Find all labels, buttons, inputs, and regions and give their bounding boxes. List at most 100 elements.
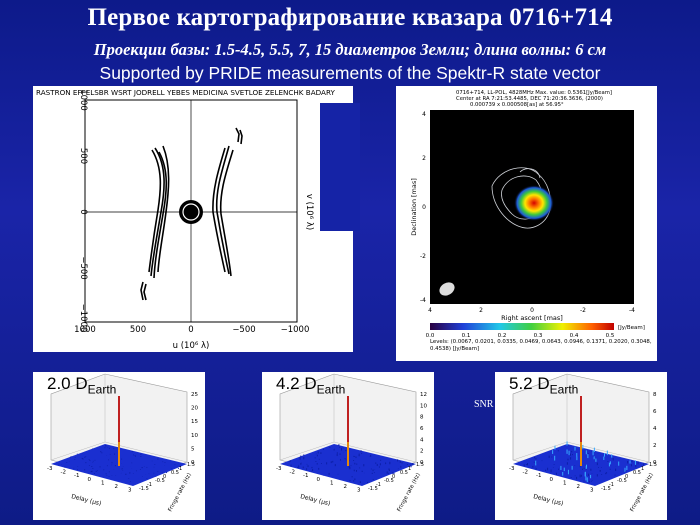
fringe-x-tick: 1 <box>330 480 334 486</box>
fringe-y-label: Fringe rate (Hz) <box>629 472 654 513</box>
fringe-x-label: Delay (μs) <box>71 493 103 507</box>
map-x-tick: -2 <box>580 307 586 314</box>
uv-track <box>150 147 165 277</box>
fringe-y-tick: -1.5 <box>139 486 149 492</box>
fringe-plot-label: 4.2 DEarth <box>276 374 346 397</box>
colorbar-tick: 0.0 <box>426 333 435 339</box>
fringe-y-tick: 1 <box>179 466 182 472</box>
uv-y-tick: 1000 <box>78 89 88 111</box>
fringe-x-tick: -3 <box>509 466 515 472</box>
quasar-map-plot: 0716+714, LL-POL, 4828MHz Max. value: 0.… <box>396 86 657 361</box>
map-y-tick: 2 <box>422 155 426 162</box>
fringe-y-tick: 0.5 <box>171 470 179 476</box>
uv-x-label: u (10⁶ λ) <box>173 341 210 351</box>
fringe-z-tick: 12 <box>420 392 427 398</box>
colorbar-tick: 0.2 <box>498 333 507 339</box>
map-levels-text: Levels: (0.0067, 0.0201, 0.0335, 0.0469,… <box>430 339 652 352</box>
fringe-z-tick: 0 <box>653 460 657 466</box>
uv-tracks <box>140 127 243 301</box>
fringe-surface <box>513 396 649 486</box>
uv-y-tick: 0 <box>78 209 88 214</box>
fringe-plot-label: 2.0 DEarth <box>47 374 117 397</box>
fringe-z-tick: 5 <box>191 446 195 452</box>
uv-y-tick: −1000 <box>78 304 88 333</box>
map-beam-ellipse <box>439 282 455 296</box>
fringe-z-tick: 2 <box>420 449 424 455</box>
fringe-y-tick: 0.5 <box>400 470 408 476</box>
map-core-emission <box>514 185 554 221</box>
map-x-tick: 2 <box>479 307 483 314</box>
fringe-x-tick: 2 <box>115 484 119 490</box>
fringe-y-tick: 1.5 <box>649 462 657 468</box>
support-line: Supported by PRIDE measurements of the S… <box>99 63 601 83</box>
fringe-z-tick: 2 <box>653 443 657 449</box>
fringe-z-tick: 4 <box>653 426 657 432</box>
fringe-surface <box>51 396 187 486</box>
fringe-y-tick: -1 <box>376 482 381 488</box>
fringe-plot-5-2: 5.2 DEarth 8 6 4 2 0 -3 -2 -1 0 1 2 3 Delay (μs) -1.5… <box>495 372 667 520</box>
map-y-tick: -4 <box>420 297 426 304</box>
map-x-label: Right ascent [mas] <box>501 314 563 322</box>
fringe-z-tick: 4 <box>420 437 424 443</box>
uv-track <box>212 147 226 273</box>
uv-track-small <box>239 129 243 145</box>
uv-central-ring <box>182 203 200 221</box>
map-colorbar <box>430 323 614 330</box>
fringe-x-tick: 2 <box>577 484 581 490</box>
fringe-x-tick: -2 <box>523 470 528 476</box>
fringe-x-tick: -3 <box>47 466 53 472</box>
fringe-y-tick: 1 <box>641 466 644 472</box>
fringe-x-tick: 0 <box>550 477 554 483</box>
fringe-plot-2-0: 2.0 DEarth 25 20 15 10 5 0 -3 -2 -1 0 1 2 3 Delay (μs… <box>33 372 205 520</box>
fringe-y-tick: -0.5 <box>384 478 394 484</box>
fringe-y-tick: -1.5 <box>601 486 611 492</box>
fringe-x-label: Delay (μs) <box>300 493 332 507</box>
fringe-z-tick: 0 <box>420 460 424 466</box>
slide-subtitle: Проекции базы: 1.5-4.5, 5.5, 7, 15 диаме… <box>93 40 607 59</box>
uv-coverage-svg: RASTRON EFFELSBR WSRT JODRELL YEBES MEDI… <box>36 88 335 351</box>
uv-central-core <box>186 207 196 217</box>
uv-track <box>157 145 170 273</box>
colorbar-tick: 0.5 <box>606 333 615 339</box>
fringe-z-tick: 8 <box>653 392 657 398</box>
uv-x-tick: −1000 <box>281 325 310 335</box>
fringe-y-tick: 0.5 <box>633 470 641 476</box>
map-y-tick: -2 <box>420 253 426 260</box>
fringe-x-tick: 0 <box>88 477 92 483</box>
uv-track <box>148 149 162 273</box>
fringe-x-tick: -3 <box>276 466 282 472</box>
fringe-x-tick: -2 <box>290 470 295 476</box>
uv-track <box>215 145 230 275</box>
fringe-x-tick: 3 <box>128 488 132 494</box>
fringe-x-tick: 0 <box>317 477 321 483</box>
colorbar-tick: 0.4 <box>570 333 579 339</box>
fringe-z-tick: 25 <box>191 392 198 398</box>
colorbar-tick: 0.3 <box>534 333 543 339</box>
uv-track <box>219 149 234 277</box>
map-x-tick: 4 <box>428 307 432 314</box>
map-header-line: 0.000739 x 0.000508[as] at 56.95° <box>470 102 564 108</box>
uv-track-small <box>143 283 147 301</box>
fringe-x-tick: -1 <box>536 473 541 479</box>
fringe-x-tick: 3 <box>590 488 594 494</box>
fringe-z-tick: 8 <box>420 415 424 421</box>
fringe-x-tick: 1 <box>101 480 105 486</box>
map-x-tick: 0 <box>530 307 534 314</box>
uv-station-list: RASTRON EFFELSBR WSRT JODRELL YEBES MEDI… <box>36 88 335 97</box>
uv-y-tick: −500 <box>78 256 88 279</box>
fringe-plot-4-2: 4.2 DEarth 12 10 8 6 4 2 0 -3 -2 -1 0 1 2 3 Delay (μs)… <box>262 372 434 520</box>
map-x-tick: -4 <box>629 307 635 314</box>
fringe-z-tick: 10 <box>420 403 427 409</box>
fringe-y-tick: 0 <box>625 474 628 480</box>
uv-x-tick: 1000 <box>74 325 96 335</box>
fringe-y-tick: -0.5 <box>155 478 165 484</box>
fringe-x-tick: 2 <box>344 484 348 490</box>
fringe-plot-label: 5.2 DEarth <box>509 374 579 397</box>
fringe-y-tick: 1.5 <box>416 462 424 468</box>
map-header-line: Center at RA 7:21:53.4485, DEC 71:20:36.… <box>456 96 603 102</box>
colorbar-tick: 0.1 <box>462 333 471 339</box>
uv-x-tick: 500 <box>130 325 146 335</box>
fringe-x-tick: 1 <box>563 480 567 486</box>
